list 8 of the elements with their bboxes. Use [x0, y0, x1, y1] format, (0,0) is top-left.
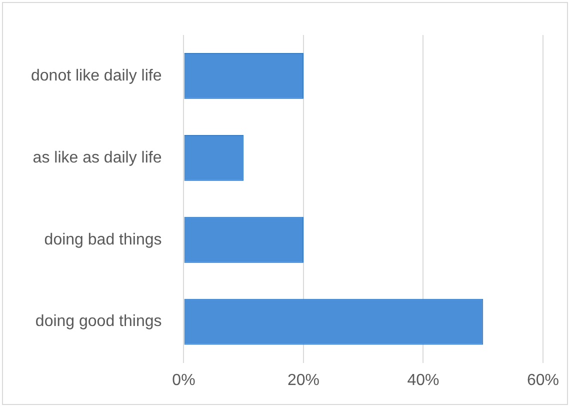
y-tick-label: as like as daily life: [32, 149, 162, 166]
x-tick-label: 20%: [287, 372, 320, 389]
x-tick-label: 0%: [172, 372, 196, 389]
x-tick-label: 40%: [407, 372, 440, 389]
y-tick-label: doing good things: [35, 313, 162, 330]
y-tick-label: donot like daily life: [30, 67, 162, 84]
x-tick-label: 60%: [526, 372, 560, 389]
y-tick-label: doing bad things: [44, 231, 162, 248]
